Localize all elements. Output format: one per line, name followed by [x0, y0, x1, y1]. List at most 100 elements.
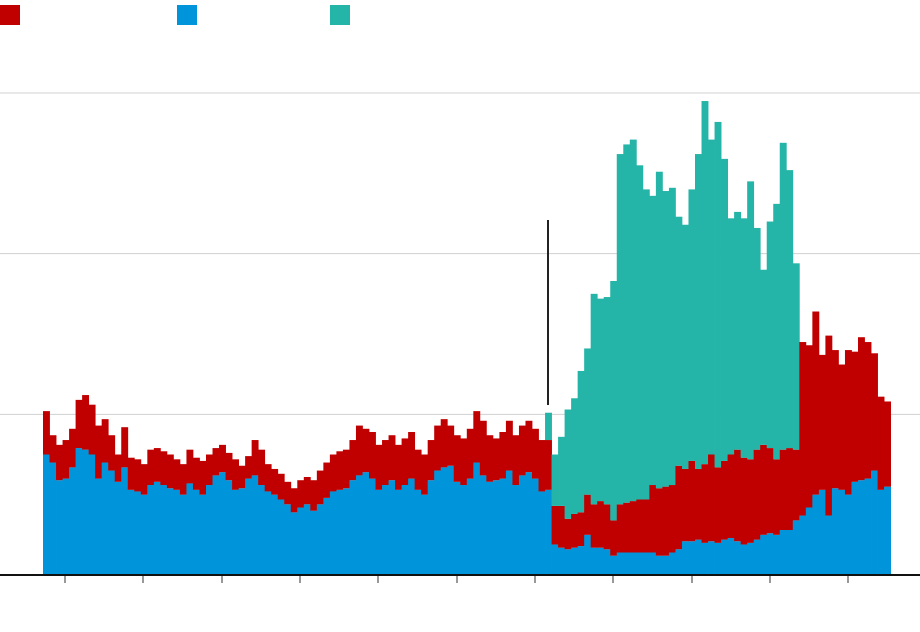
bar-segment	[369, 432, 376, 479]
bar-segment	[838, 489, 846, 575]
bar-segment	[434, 470, 442, 575]
bar-segment	[303, 504, 311, 575]
bar-segment	[271, 468, 279, 495]
bar-segment	[382, 485, 389, 575]
bar-segment	[277, 473, 285, 500]
bar-segment	[773, 459, 781, 535]
bar-segment	[695, 468, 702, 540]
bar-segment	[708, 454, 715, 542]
bar-segment	[134, 491, 142, 575]
bar-segment	[362, 472, 370, 575]
bar-segment	[140, 464, 148, 495]
bar-segment	[753, 227, 761, 450]
bar-segment	[388, 480, 396, 575]
bar-segment	[49, 435, 57, 463]
bar-segment	[668, 485, 676, 553]
bar-segment	[427, 480, 435, 575]
bar-segment	[675, 465, 683, 550]
bar-segment	[101, 419, 109, 463]
bar-segment	[43, 454, 50, 575]
bar-segment	[844, 350, 852, 495]
bar-segment	[545, 440, 552, 490]
bar-segment	[297, 480, 305, 508]
bar-segment	[805, 345, 813, 508]
bar-segment	[88, 404, 96, 455]
bar-segment	[571, 547, 579, 575]
bar-segment	[603, 504, 611, 550]
bar-segment	[597, 547, 605, 575]
bar-segment	[695, 154, 702, 469]
bar-segment	[727, 218, 735, 455]
bar-segment	[329, 454, 337, 492]
bar-segment	[186, 483, 194, 575]
x-ticks	[64, 575, 849, 583]
legend-swatch	[0, 5, 20, 25]
bar-segment	[88, 454, 96, 575]
bar-segment	[799, 515, 807, 575]
bar-segment	[871, 353, 878, 471]
bar-segment	[584, 534, 592, 575]
bar-segment	[577, 370, 585, 513]
bar-segment	[558, 547, 565, 575]
bar-segment	[603, 549, 611, 575]
bar-segment	[349, 480, 357, 575]
bar-segment	[140, 494, 148, 575]
bar-segment	[655, 555, 663, 575]
bar-segment	[688, 189, 696, 461]
bar-segment	[773, 203, 781, 460]
bar-segment	[460, 438, 468, 486]
bar-segment	[153, 448, 161, 482]
bar-segment	[284, 481, 292, 505]
bar-segment	[786, 448, 794, 531]
bar-segment	[362, 428, 370, 473]
bar-segment	[655, 171, 663, 489]
bar-segment	[792, 263, 800, 450]
bar-segment	[766, 448, 774, 534]
bar-segment	[310, 480, 318, 511]
bar-segment	[342, 488, 350, 575]
bar-segment	[212, 448, 220, 476]
bar-segment	[818, 489, 826, 575]
bar-segment	[760, 444, 768, 535]
bar-segment	[597, 298, 605, 502]
bar-segment	[121, 427, 129, 468]
bar-segment	[831, 488, 839, 575]
bar-segment	[766, 533, 774, 575]
bar-segment	[264, 491, 272, 575]
bar-segment	[851, 481, 859, 575]
bar-segment	[251, 475, 259, 575]
bar-segment	[466, 428, 474, 479]
bar-segment	[473, 462, 481, 575]
bar-segment	[395, 489, 402, 575]
bar-segment	[825, 335, 833, 516]
bar-segment	[336, 489, 344, 575]
bar-segment	[747, 459, 755, 543]
bar-segment	[688, 460, 696, 542]
bar-segment	[342, 449, 350, 489]
bar-segment	[779, 142, 787, 450]
bar-segment	[838, 364, 846, 490]
bar-segment	[440, 467, 448, 575]
bar-segment	[701, 101, 709, 465]
bar-segment	[408, 478, 416, 575]
bar-segment	[760, 534, 768, 575]
bar-segment	[160, 451, 168, 486]
bar-segment	[323, 462, 331, 498]
bar-segment	[616, 504, 624, 553]
bar-segment	[173, 459, 181, 490]
bar-segment	[538, 491, 546, 575]
bar-segment	[114, 481, 122, 575]
bar-segment	[668, 187, 676, 486]
bar-segment	[551, 454, 559, 506]
bar-segment	[681, 468, 689, 542]
bar-segment	[610, 280, 618, 521]
bar-segment	[251, 440, 259, 476]
bar-segment	[792, 520, 800, 575]
bar-segment	[316, 504, 324, 575]
bar-segment	[818, 354, 826, 490]
bar-segment	[571, 398, 579, 514]
bar-segment	[662, 191, 670, 487]
bar-segment	[558, 436, 565, 506]
bar-segment	[173, 489, 181, 575]
bar-segment	[512, 435, 520, 486]
